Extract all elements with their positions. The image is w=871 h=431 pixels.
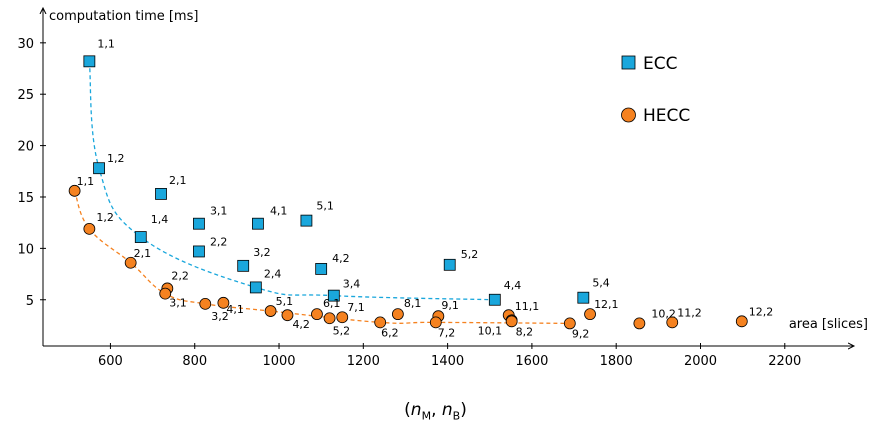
hecc-point	[429, 316, 442, 329]
hecc-point-label: 11,1	[515, 300, 540, 313]
y-tick-label: 10	[17, 242, 34, 257]
x-tick-label: 1200	[347, 354, 380, 369]
ecc-point-label: 5,2	[461, 248, 479, 261]
ecc-point	[193, 217, 205, 230]
hecc-point-label: 7,2	[438, 326, 456, 339]
ecc-point-label: 4,2	[332, 252, 350, 265]
hecc-point	[124, 256, 137, 269]
y-tick-label: 20	[17, 140, 34, 155]
legend-ecc-label: ECC	[643, 54, 677, 74]
legend-hecc-label: HECC	[643, 106, 690, 126]
legend-hecc-marker	[621, 107, 636, 123]
hecc-point-label: 10,1	[478, 324, 503, 337]
hecc-point-label: 2,2	[171, 269, 189, 282]
hecc-point-label: 4,2	[292, 318, 310, 331]
hecc-point-label: 4,1	[226, 303, 244, 316]
y-tick-label: 5	[26, 294, 34, 309]
hecc-point	[199, 297, 212, 310]
ecc-point	[193, 245, 205, 258]
hecc-point	[83, 222, 96, 235]
y-tick-label: 30	[17, 37, 34, 52]
hecc-point-label: 9,2	[572, 327, 590, 340]
hecc-point	[735, 315, 748, 328]
ecc-point-label: 1,2	[107, 152, 125, 165]
hecc-point-label: 1,1	[77, 175, 95, 188]
ecc-point	[134, 231, 147, 243]
hecc-point-label: 3,1	[169, 297, 187, 310]
ecc-point-label: 2,4	[264, 267, 282, 280]
ecc-point-label: 1,1	[97, 37, 115, 50]
hecc-point-label: 6,1	[323, 297, 341, 310]
hecc-point-label: 3,2	[211, 310, 229, 323]
hecc-point-label: 10,2	[651, 307, 676, 320]
ecc-point	[93, 162, 105, 175]
ecc-point	[155, 188, 167, 200]
x-tick-label: 1600	[515, 354, 548, 369]
hecc-point	[323, 312, 336, 325]
hecc-point	[281, 309, 294, 322]
ecc-point	[315, 263, 328, 275]
ecc-point	[252, 217, 264, 230]
ecc-point	[237, 259, 250, 272]
ecc-point-label: 1,4	[151, 213, 169, 226]
hecc-point	[633, 317, 646, 330]
hecc-point	[584, 308, 596, 321]
ecc-point	[83, 55, 96, 68]
hecc-point	[311, 308, 323, 321]
hecc-point	[563, 317, 576, 330]
ecc-point-label: 4,1	[270, 205, 288, 218]
hecc-point	[374, 316, 387, 329]
y-tick-label: 15	[17, 191, 34, 206]
ecc-point-label: 3,2	[253, 246, 271, 259]
hecc-point-label: 5,1	[276, 295, 294, 308]
ecc-point	[488, 293, 501, 306]
y-tick-label: 25	[17, 88, 34, 103]
hecc-point-label: 9,1	[441, 299, 459, 312]
hecc-point-label: 6,2	[381, 326, 399, 339]
ecc-point-label: 5,1	[316, 200, 334, 213]
hecc-point	[217, 296, 230, 309]
x-tick-label: 600	[98, 354, 123, 369]
x-tick-label: 2000	[684, 354, 717, 369]
ecc-point-label: 2,2	[210, 235, 228, 248]
ecc-point-label: 3,1	[210, 205, 228, 218]
hecc-point-label: 8,1	[404, 297, 422, 310]
ecc-trend-line	[88, 61, 495, 301]
ecc-point	[577, 291, 590, 304]
hecc-point	[505, 315, 518, 328]
ecc-point-label: 5,4	[592, 277, 610, 290]
hecc-point	[68, 184, 81, 197]
hecc-point-label: 12,1	[594, 298, 619, 311]
x-axis-title: area [slices]	[789, 317, 868, 332]
ecc-point-label: 3,4	[343, 278, 361, 291]
ecc-point	[327, 289, 340, 302]
x-tick-label: 1400	[431, 354, 464, 369]
hecc-point-label: 7,1	[347, 301, 365, 314]
x-tick-label: 2200	[768, 354, 801, 369]
hecc-point	[159, 287, 172, 300]
hecc-point-label: 11,2	[677, 306, 702, 319]
hecc-point	[264, 305, 277, 317]
y-axis-title: computation time [ms]	[49, 9, 198, 24]
hecc-point-label: 1,2	[96, 211, 114, 224]
ecc-point-label: 4,4	[504, 279, 522, 292]
hecc-point	[336, 311, 349, 324]
ecc-point-label: 2,1	[169, 174, 187, 187]
hecc-point-label: 2,1	[134, 247, 152, 260]
hecc-point	[391, 308, 404, 321]
ecc-point	[443, 258, 456, 271]
caption: (nM, nB)	[0, 400, 871, 422]
hecc-point-label: 5,2	[333, 324, 351, 337]
caption-text: (nM, nB)	[404, 400, 467, 423]
x-tick-label: 1800	[600, 354, 633, 369]
chart: 600 800 1000 1200 1400 1600 1800 2000 2200 5 10 15 2…	[17, 0, 868, 369]
hecc-point-label: 8,2	[516, 325, 534, 338]
x-tick-label: 800	[182, 354, 207, 369]
legend-ecc-marker	[621, 55, 636, 70]
ecc-point	[300, 214, 313, 227]
hecc-point	[666, 316, 679, 329]
hecc-point-label: 12,2	[749, 305, 774, 318]
ecc-point	[249, 281, 262, 294]
x-tick-label: 1000	[262, 354, 295, 369]
